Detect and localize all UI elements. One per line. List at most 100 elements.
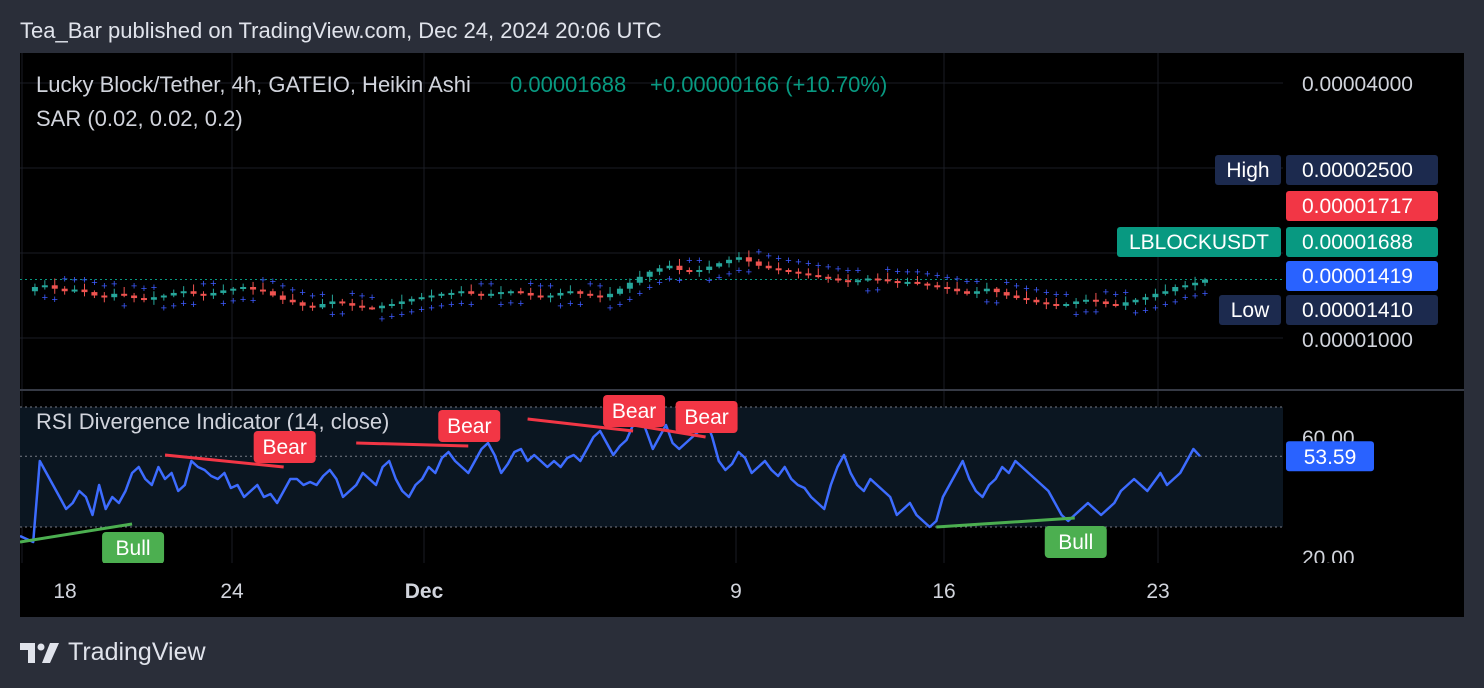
candle-body	[101, 295, 108, 298]
sar-dot: +	[547, 280, 553, 292]
sar-dot: +	[676, 275, 682, 287]
sar-dot: +	[1003, 277, 1009, 289]
candle-body	[71, 289, 78, 292]
bull-divergence-line	[19, 522, 133, 544]
candle-body	[805, 273, 812, 276]
candle-body	[299, 302, 306, 306]
candle-body	[468, 291, 475, 294]
candle-body	[458, 291, 465, 294]
sar-dot: +	[280, 280, 286, 292]
candle-body	[250, 287, 257, 290]
candle-body	[845, 280, 852, 283]
price-label-value: 0.00001717	[1302, 195, 1413, 218]
candle-body	[359, 305, 366, 308]
sar-dot: +	[765, 251, 771, 263]
candle-body	[319, 304, 326, 308]
candle-body	[339, 301, 346, 304]
sar-dot: +	[1192, 291, 1198, 303]
price-label-box	[1286, 295, 1438, 325]
candle-body	[398, 301, 405, 304]
footer-brand: TradingView	[68, 638, 206, 666]
sar-dot: +	[756, 246, 762, 258]
sar-dot: +	[736, 265, 742, 277]
bear-divergence-badge	[675, 401, 738, 433]
candle-body	[944, 287, 951, 289]
candle-body	[983, 288, 990, 292]
sar-dot: +	[488, 279, 494, 291]
sar-dot: +	[309, 291, 315, 303]
sar-dot: +	[746, 267, 752, 279]
candle-body	[706, 266, 713, 270]
candle-body	[418, 297, 425, 300]
sar-dot: +	[537, 280, 543, 292]
candle-body	[825, 276, 832, 279]
candle-body	[894, 281, 901, 284]
candle-body	[240, 287, 247, 289]
candle-body	[91, 292, 98, 296]
sar-dot: +	[81, 274, 87, 286]
candle-body	[1092, 299, 1099, 302]
candle-body	[884, 279, 891, 282]
sar-dot: +	[597, 280, 603, 292]
tradingview-logo-icon	[20, 642, 59, 663]
sar-dot: +	[964, 276, 970, 288]
sar-dot: +	[1083, 307, 1089, 319]
sar-dot: +	[845, 265, 851, 277]
candle-body	[61, 288, 68, 292]
sar-dot: +	[52, 294, 58, 306]
candle-body	[854, 280, 861, 283]
rsi-title: RSI Divergence Indicator (14, close)	[36, 409, 389, 434]
sar-dot: +	[409, 307, 415, 319]
candle-body	[349, 303, 356, 306]
sar-dot: +	[161, 302, 167, 314]
candle-body	[150, 297, 157, 300]
sar-dot: +	[914, 267, 920, 279]
sar-dot: +	[468, 299, 474, 311]
candle-body	[111, 293, 118, 298]
candle-body	[131, 295, 138, 299]
candle-body	[507, 291, 514, 294]
sar-dot: +	[627, 294, 633, 306]
candle-body	[587, 293, 594, 296]
chart-panel[interactable]: + + + + + + + + + + + + + + + + + + + + + + + + + + + + + + + + + + + + + + + +…	[19, 53, 1464, 617]
sar-dot: +	[825, 262, 831, 274]
price-tick: 0.00001000	[1302, 329, 1413, 352]
price-label-value: 0.00001688	[1302, 231, 1413, 254]
candle-body	[309, 305, 316, 308]
candle-body	[438, 293, 445, 296]
price-label-box	[1286, 261, 1438, 291]
bear-divergence-label: Bear	[447, 415, 491, 438]
sar-dot: +	[1013, 280, 1019, 292]
rsi-value-label: 53.59	[1304, 446, 1357, 469]
sar-dot: +	[1053, 289, 1059, 301]
sar-dot: +	[339, 308, 345, 320]
candle-body	[497, 292, 504, 295]
sar-dot: +	[389, 311, 395, 323]
sar-dot: +	[458, 298, 464, 310]
time-tick: 24	[220, 580, 244, 603]
sar-dot: +	[1182, 292, 1188, 304]
sar-dot: +	[835, 263, 841, 275]
footer: TradingView	[20, 638, 206, 667]
bear-divergence-line	[356, 441, 469, 448]
sar-dot: +	[171, 301, 177, 313]
sar-dot: +	[1152, 302, 1158, 314]
candle-body	[874, 278, 881, 281]
candle-body	[1202, 279, 1208, 283]
candle-body	[408, 298, 415, 302]
price-label-tag	[1219, 295, 1281, 325]
candle-body	[954, 288, 961, 292]
chart-svg[interactable]: + + + + + + + + + + + + + + + + + + + + + + + + + + + + + + + + + + + + + + + +…	[19, 53, 1464, 617]
bear-divergence-badge	[603, 395, 666, 427]
candle-body	[1033, 299, 1040, 303]
candle-body	[676, 265, 683, 270]
sar-dot: +	[1172, 296, 1178, 308]
sar-dot: +	[210, 278, 216, 290]
rsi-line	[19, 411, 1201, 544]
sar-dot: +	[994, 297, 1000, 309]
candle-body	[448, 292, 455, 295]
candle-body	[835, 278, 842, 281]
sar-dot: +	[934, 270, 940, 282]
candle-body	[934, 285, 941, 288]
sar-dot: +	[359, 291, 365, 303]
